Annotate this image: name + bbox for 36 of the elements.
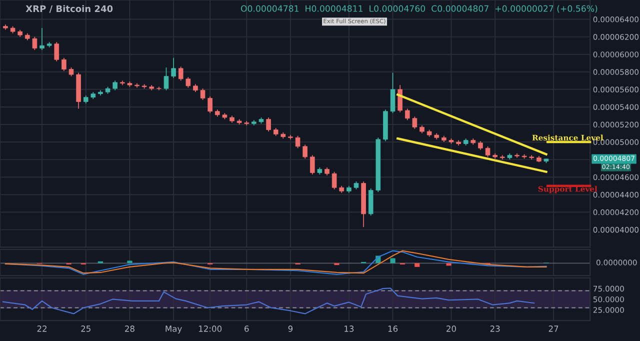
candlestick — [404, 108, 410, 121]
candlestick — [40, 28, 44, 50]
candlestick — [186, 76, 191, 88]
candlestick — [485, 146, 490, 158]
candlestick — [302, 144, 308, 160]
x-tick-label: 6 — [244, 326, 249, 332]
x-tick-label: 13 — [344, 326, 354, 332]
x-tick-label: 23 — [490, 326, 500, 332]
candlestick — [295, 135, 300, 149]
candlestick — [112, 80, 118, 91]
annotation: O0.00004781 H0.00004811 L0.00004760 C0.00004807 +0.00000027 (+0.56%) — [240, 5, 598, 13]
x-tick-label: 27 — [548, 326, 558, 332]
x-tick-label: 12:00 — [199, 326, 222, 332]
candlestick — [412, 116, 418, 130]
x-tick-label: 16 — [388, 326, 398, 332]
x-tick-label: 9 — [288, 326, 293, 332]
x-tick-label: 20 — [446, 326, 456, 332]
x-tick-label: May — [166, 326, 182, 334]
candlestick — [54, 42, 60, 62]
candlestick — [178, 66, 184, 82]
candlestick — [390, 72, 396, 114]
candlestick — [398, 84, 402, 113]
candlestick — [368, 188, 374, 216]
candlestick — [32, 36, 38, 50]
candlestick — [62, 57, 66, 72]
x-tick-label: 22 — [37, 326, 46, 332]
chart-title: XRP / Bitcoin 240 — [26, 5, 113, 13]
x-tick-label: 25 — [81, 326, 90, 332]
candlestick — [266, 117, 271, 132]
candlestick — [171, 57, 176, 78]
x-tick-label: 28 — [125, 326, 134, 332]
candlestick — [200, 88, 206, 100]
candlestick — [332, 171, 337, 190]
candlestick — [164, 67, 169, 91]
candlestick — [310, 154, 315, 175]
candlestick — [208, 96, 212, 114]
